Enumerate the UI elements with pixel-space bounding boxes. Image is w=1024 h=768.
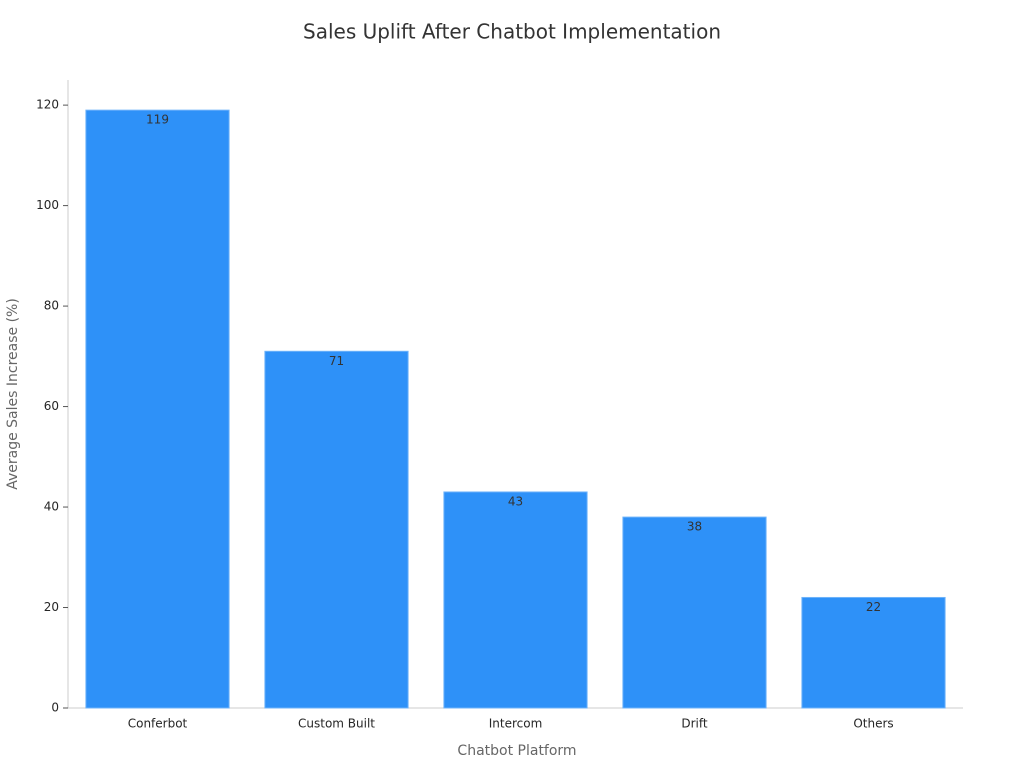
x-tick-label: Drift bbox=[681, 717, 708, 731]
value-label: 119 bbox=[146, 113, 169, 127]
value-label: 38 bbox=[687, 520, 702, 534]
y-tick-label: 100 bbox=[36, 198, 59, 212]
y-axis-label: Average Sales Increase (%) bbox=[5, 298, 21, 490]
x-axis-label: Chatbot Platform bbox=[457, 743, 576, 759]
y-tick-label: 0 bbox=[51, 701, 59, 715]
x-tick-label: Intercom bbox=[489, 717, 543, 731]
y-tick-label: 20 bbox=[44, 600, 59, 614]
bar bbox=[801, 596, 946, 709]
value-label: 71 bbox=[329, 354, 344, 368]
x-tick-label: Others bbox=[853, 717, 893, 731]
x-tick-label: Custom Built bbox=[298, 717, 375, 731]
y-tick-label: 120 bbox=[36, 98, 59, 112]
y-tick-label: 60 bbox=[44, 399, 59, 413]
x-tick-label: Conferbot bbox=[128, 717, 188, 731]
y-tick-label: 80 bbox=[44, 299, 59, 313]
bar bbox=[85, 109, 230, 709]
bar bbox=[264, 350, 409, 709]
value-label: 22 bbox=[866, 600, 881, 614]
y-tick-label: 40 bbox=[44, 500, 59, 514]
bar bbox=[622, 516, 767, 709]
chart-title: Sales Uplift After Chatbot Implementatio… bbox=[303, 20, 721, 44]
value-label: 43 bbox=[508, 494, 523, 508]
bar bbox=[443, 491, 588, 709]
